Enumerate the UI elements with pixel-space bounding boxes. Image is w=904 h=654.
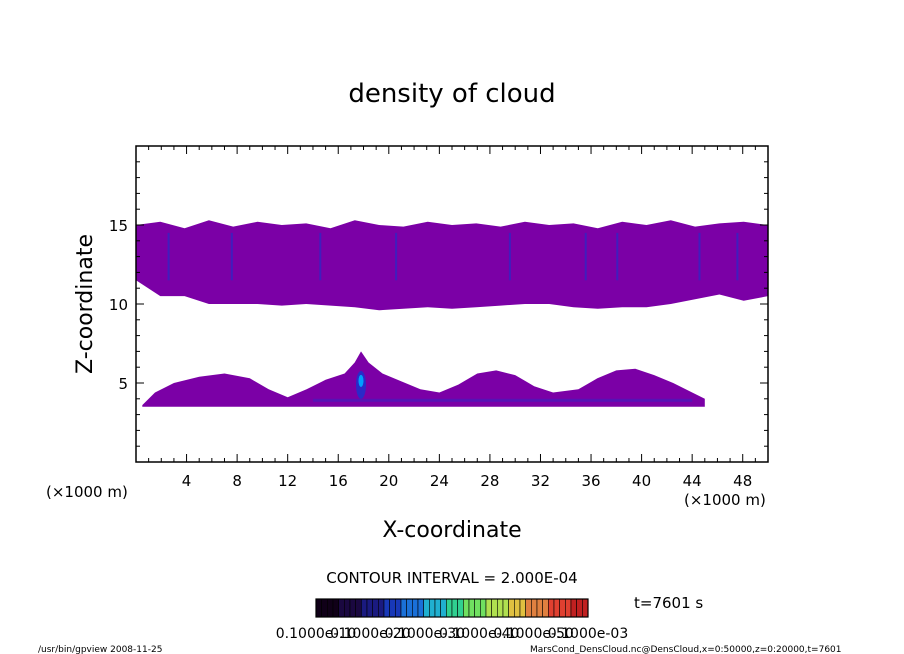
cloud-core-streak bbox=[167, 232, 170, 281]
x-unit-right: (×1000 m) bbox=[684, 491, 766, 509]
colorbar-cell bbox=[372, 598, 379, 618]
colorbar-cell bbox=[446, 598, 453, 618]
colorbar-cell bbox=[559, 598, 566, 618]
colorbar-cell bbox=[457, 598, 464, 618]
colorbar-cell bbox=[361, 598, 368, 618]
y-axis-label: Z-coordinate bbox=[73, 234, 98, 374]
colorbar-cell bbox=[468, 598, 475, 618]
colorbar-cell bbox=[389, 598, 396, 618]
colorbar-cell bbox=[412, 598, 419, 618]
colorbar-cell bbox=[315, 598, 322, 618]
colorbar-cell bbox=[355, 598, 362, 618]
x-tick-label: 12 bbox=[278, 472, 297, 490]
x-tick-label: 28 bbox=[480, 472, 499, 490]
cloud-peak-max bbox=[358, 374, 364, 387]
colorbar-cell bbox=[383, 598, 390, 618]
colorbar-label: 0.1000e-10 bbox=[276, 626, 356, 642]
y-tick-label: 10 bbox=[109, 296, 128, 314]
colorbar-cell bbox=[429, 598, 436, 618]
colorbar-label: 0.1000e-30 bbox=[385, 626, 465, 642]
x-tick-label: 48 bbox=[733, 472, 752, 490]
colorbar-cell bbox=[366, 598, 373, 618]
colorbar-cell bbox=[502, 598, 509, 618]
colorbar-cell bbox=[576, 598, 583, 618]
x-tick-label: 16 bbox=[329, 472, 348, 490]
cloud-core-streak bbox=[230, 232, 233, 281]
colorbar-cell bbox=[536, 598, 543, 618]
colorbar-labels: 0.1000e-100.1000e-200.1000e-300.1000e-40… bbox=[276, 626, 628, 642]
cloud-contours bbox=[136, 220, 768, 407]
colorbar-cell bbox=[406, 598, 413, 618]
colorbar-cell bbox=[553, 598, 560, 618]
x-tick-label: 20 bbox=[379, 472, 398, 490]
cloud-core-streak bbox=[508, 232, 511, 281]
time-label: t=7601 s bbox=[634, 594, 703, 612]
upper-cloud-layer bbox=[136, 220, 768, 311]
x-tick-label: 32 bbox=[531, 472, 550, 490]
colorbar-cell bbox=[485, 598, 492, 618]
cloud-core-streak bbox=[584, 232, 587, 281]
colorbar-cell bbox=[400, 598, 407, 618]
x-tick-label: 8 bbox=[232, 472, 242, 490]
lower-cloud-layer bbox=[142, 351, 705, 407]
x-tick-label: 36 bbox=[581, 472, 600, 490]
colorbar-label: 0.1000e-03 bbox=[548, 626, 628, 642]
y-tick-label: 15 bbox=[109, 217, 128, 235]
colorbar-cell bbox=[463, 598, 470, 618]
colorbar-cell bbox=[497, 598, 504, 618]
cloud-core-streak bbox=[616, 232, 619, 281]
colorbar-cell bbox=[531, 598, 538, 618]
colorbar-cell bbox=[451, 598, 458, 618]
y-axis: 5 10 15 bbox=[109, 161, 768, 447]
colorbar-cell bbox=[344, 598, 351, 618]
colorbar-cell bbox=[395, 598, 402, 618]
colorbar-cell bbox=[332, 598, 339, 618]
lower-core-band bbox=[313, 398, 693, 402]
x-tick-label: 44 bbox=[683, 472, 702, 490]
contour-interval: CONTOUR INTERVAL = 2.000E-04 bbox=[326, 569, 577, 587]
footer-left: /usr/bin/gpview 2008-11-25 bbox=[38, 645, 162, 654]
chart-title: density of cloud bbox=[348, 79, 555, 109]
footer-right: MarsCond_DensCloud.nc@DensCloud,x=0:5000… bbox=[530, 645, 842, 654]
cloud-core-streak bbox=[395, 232, 398, 281]
colorbar-frame bbox=[315, 598, 589, 618]
colorbar-cell bbox=[570, 598, 577, 618]
colorbar-label: 0.1000e-40 bbox=[439, 626, 519, 642]
colorbar-cell bbox=[417, 598, 424, 618]
cloud-core-streak bbox=[736, 232, 739, 281]
colorbar-cell bbox=[321, 598, 328, 618]
colorbar-cell bbox=[491, 598, 498, 618]
cloud-core-streak bbox=[698, 232, 701, 281]
x-axis-label: X-coordinate bbox=[382, 518, 521, 543]
colorbar-cell bbox=[548, 598, 555, 618]
colorbar-cell bbox=[349, 598, 356, 618]
colorbar-cell bbox=[423, 598, 430, 618]
colorbar-cell bbox=[519, 598, 526, 618]
colorbar-label: 0.1000e-20 bbox=[330, 626, 410, 642]
x-unit-left: (×1000 m) bbox=[46, 483, 128, 501]
colorbar-cell bbox=[327, 598, 334, 618]
colorbar-cell bbox=[508, 598, 515, 618]
colorbar-cell bbox=[474, 598, 481, 618]
colorbar-cell bbox=[434, 598, 441, 618]
y-tick-label: 5 bbox=[118, 375, 128, 393]
colorbar-cell bbox=[582, 598, 589, 618]
x-tick-label: 4 bbox=[182, 472, 192, 490]
colorbar-cell bbox=[440, 598, 447, 618]
x-tick-label: 24 bbox=[430, 472, 449, 490]
colorbar-cell bbox=[565, 598, 572, 618]
colorbar-cell bbox=[542, 598, 549, 618]
colorbar-label: 0.1000e-50 bbox=[493, 626, 573, 642]
colorbar-cell bbox=[480, 598, 487, 618]
colorbar bbox=[315, 598, 589, 618]
cloud-core-streak bbox=[319, 232, 322, 281]
colorbar-cell bbox=[378, 598, 385, 618]
colorbar-cell bbox=[338, 598, 345, 618]
colorbar-cell bbox=[514, 598, 521, 618]
x-tick-label: 40 bbox=[632, 472, 651, 490]
colorbar-cell bbox=[525, 598, 532, 618]
x-axis: 4 8 12 16 20 24 28 32 36 40 44 48 bbox=[148, 146, 756, 490]
